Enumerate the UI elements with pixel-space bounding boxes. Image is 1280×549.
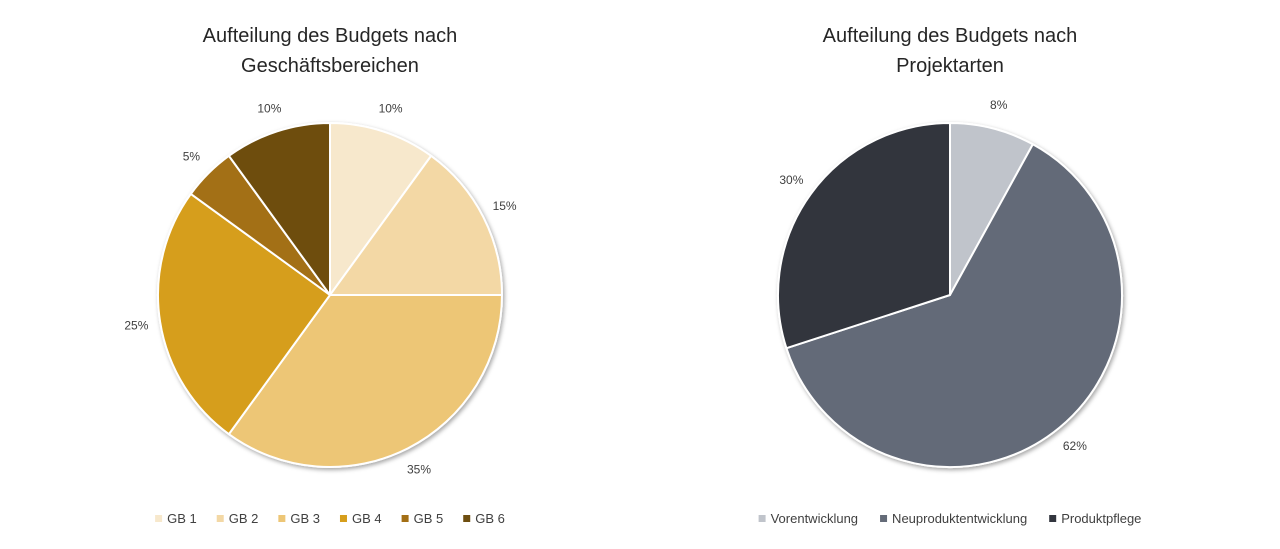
value-label-gb-2: 15%	[493, 199, 517, 213]
legend-swatch	[1049, 515, 1057, 522]
legend-label: Produktpflege	[1061, 511, 1141, 526]
pie-slices	[777, 122, 1124, 469]
value-label-neuproduktentwicklung: 62%	[1063, 439, 1087, 453]
value-label-gb-1: 10%	[379, 102, 403, 116]
legend-item-gb-6: GB 6	[463, 511, 505, 526]
legend-label: GB 3	[290, 511, 320, 526]
pie-chart-project-types: Aufteilung des Budgets nach Projektarten…	[758, 25, 1141, 526]
value-label-produktpflege: 30%	[779, 173, 803, 187]
legend-item-vorentwicklung: Vorentwicklung	[758, 511, 858, 526]
legend-item-gb-2: GB 2	[216, 511, 259, 526]
legend-swatch	[401, 515, 409, 522]
value-label-gb-5: 5%	[183, 149, 201, 163]
legend-item-gb-5: GB 5	[401, 511, 444, 526]
pie-slice-gb-1	[329, 122, 433, 296]
chart-title-line-1: Aufteilung des Budgets nach	[203, 25, 458, 47]
pie-slice-gb-4	[157, 192, 331, 436]
legend-item-gb-3: GB 3	[278, 511, 320, 526]
pie-slice-produktpflege	[777, 122, 951, 350]
chart-legend: Vorentwicklung Neuproduktentwicklung Produ…	[758, 511, 1141, 526]
legend-swatch	[278, 515, 286, 522]
pie-slice-gb-2	[329, 154, 503, 296]
pie-chart-business-units: Aufteilung des Budgets nach Geschäftsber…	[124, 25, 517, 526]
legend-label: Neuproduktentwicklung	[892, 511, 1027, 526]
legend-swatch	[339, 515, 347, 522]
pie-value-labels: 10% 15% 35% 25% 5% 10%	[124, 102, 517, 477]
legend-swatch	[880, 515, 888, 522]
pie-slice-gb-3	[227, 294, 503, 468]
chart-legend: GB 1 GB 2 GB 3 GB 4 GB 5 GB 6	[155, 511, 505, 526]
pie-slice-neuproduktentwicklung	[785, 143, 1124, 469]
legend-label: GB 2	[229, 511, 259, 526]
value-label-gb-4: 25%	[124, 319, 148, 333]
legend-swatch	[463, 515, 471, 522]
legend-label: GB 4	[352, 511, 382, 526]
pie-slices	[157, 122, 503, 468]
legend-swatch	[216, 515, 224, 522]
legend-item-neuproduktentwicklung: Neuproduktentwicklung	[880, 511, 1027, 526]
chart-title-line-1: Aufteilung des Budgets nach	[823, 25, 1078, 47]
legend-swatch	[155, 515, 163, 522]
chart-title-line-2: Geschäftsbereichen	[241, 55, 419, 77]
legend-label: Vorentwicklung	[771, 511, 858, 526]
legend-label: GB 1	[167, 511, 197, 526]
legend-item-produktpflege: Produktpflege	[1049, 511, 1141, 526]
legend-label: GB 5	[414, 511, 444, 526]
pie-slice-gb-6	[227, 122, 331, 296]
value-label-vorentwicklung: 8%	[990, 98, 1008, 112]
value-label-gb-6: 10%	[257, 102, 281, 116]
legend-item-gb-4: GB 4	[339, 511, 382, 526]
legend-label: GB 6	[475, 511, 505, 526]
legend-swatch	[758, 515, 766, 522]
value-label-gb-3: 35%	[407, 463, 431, 477]
chart-title-line-2: Projektarten	[896, 55, 1004, 77]
legend-item-gb-1: GB 1	[155, 511, 197, 526]
pie-value-labels: 8% 62% 30%	[779, 98, 1087, 453]
